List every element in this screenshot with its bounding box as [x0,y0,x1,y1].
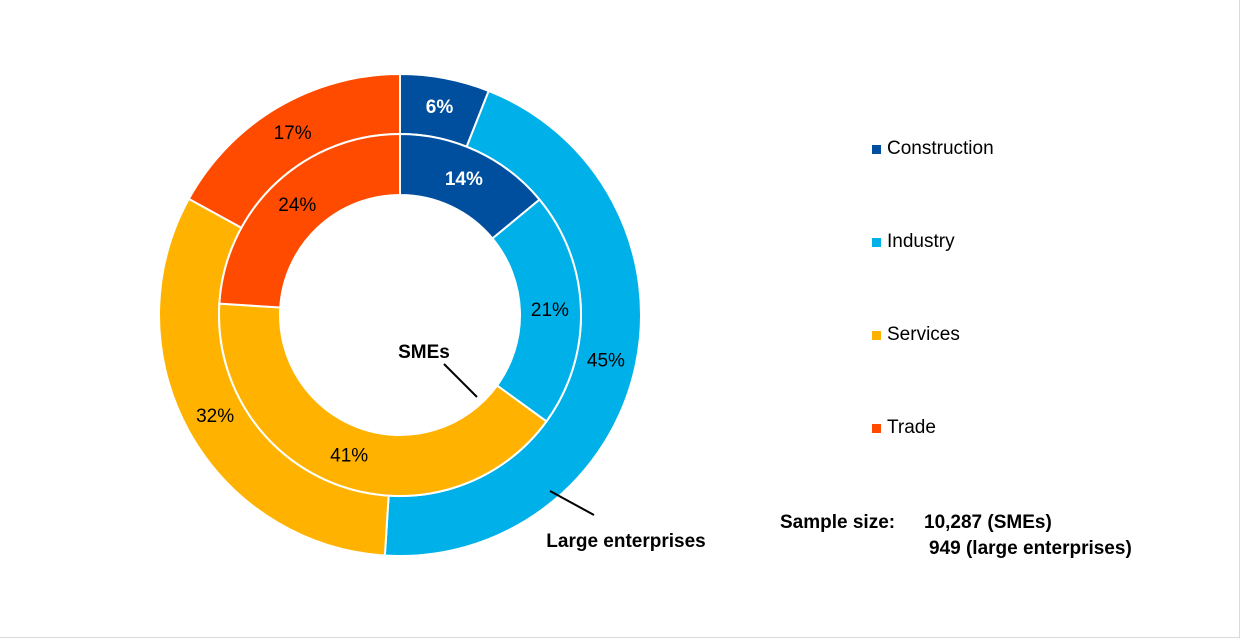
legend-label-services: Services [887,324,960,345]
smes-label-services: 41% [330,446,368,467]
smes-label-construction: 14% [445,169,483,190]
legend-item-trade: Trade [872,415,936,441]
smes-label-trade: 24% [278,195,316,216]
legend-item-services: Services [872,322,960,348]
large-enterprises-label-trade: 17% [274,123,312,144]
sample-size-smes: 10,287 (SMEs) [924,512,1052,533]
large-enterprises-leader-line [549,490,595,516]
smes-ring-label: SMEs [398,342,450,363]
large-enterprises-label-services: 32% [196,406,234,427]
outer-ring-large-enterprises [158,72,642,557]
legend-item-industry: Industry [872,229,955,255]
legend-swatch-industry [872,237,881,247]
large-enterprises-label-industry: 45% [587,351,625,372]
large-enterprises-label-construction: 6% [426,97,454,118]
legend-label-construction: Construction [887,138,994,159]
legend-swatch-construction [872,144,881,154]
legend-swatch-services [872,330,881,340]
slice-labels: 14% 21% 41% 24% 6% 45% 32% 17% [196,97,625,466]
legend-label-trade: Trade [887,417,936,438]
smes-label-industry: 21% [531,300,569,321]
smes-slice-trade [218,132,401,309]
sample-size-large: 949 (large enterprises) [929,538,1132,559]
legend-item-construction: Construction [872,136,994,162]
large-enterprises-ring-label: Large enterprises [546,531,705,552]
smes-leader-line [443,363,478,398]
inner-ring-smes [218,132,582,497]
legend-swatch-trade [872,423,881,433]
legend-label-industry: Industry [887,231,955,252]
sample-size-label: Sample size: [780,512,896,533]
smes-slice-services [218,302,548,497]
